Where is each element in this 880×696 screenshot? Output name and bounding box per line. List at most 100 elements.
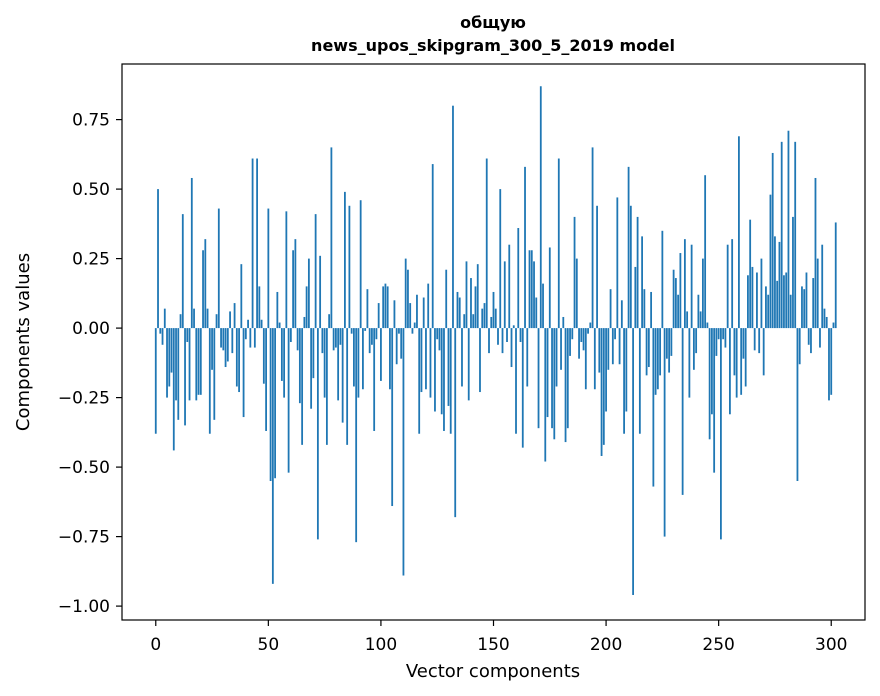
bar-267 bbox=[756, 272, 758, 329]
bar-146 bbox=[483, 303, 486, 329]
bar-11 bbox=[179, 314, 182, 329]
bar-74 bbox=[321, 328, 324, 354]
bar-126 bbox=[438, 328, 441, 351]
bar-111 bbox=[404, 258, 407, 329]
bar-69 bbox=[310, 328, 313, 409]
bar-179 bbox=[557, 158, 560, 329]
bar-122 bbox=[429, 328, 432, 398]
bar-137 bbox=[463, 314, 466, 329]
bar-183 bbox=[566, 328, 569, 429]
bar-25 bbox=[211, 328, 213, 370]
bar-120 bbox=[425, 328, 427, 390]
x-axis-ticks: 0 50 100 150 200 250 300 bbox=[150, 620, 847, 655]
bar-81 bbox=[337, 328, 340, 401]
bar-225 bbox=[661, 230, 664, 329]
bar-130 bbox=[447, 328, 450, 406]
bar-109 bbox=[400, 328, 403, 359]
bar-280 bbox=[785, 272, 788, 329]
bar-5 bbox=[166, 328, 168, 398]
bar-125 bbox=[436, 328, 439, 340]
bar-72 bbox=[316, 328, 319, 540]
bar-260 bbox=[740, 328, 743, 395]
bar-226 bbox=[663, 328, 666, 537]
bar-227 bbox=[665, 328, 668, 359]
bar-158 bbox=[510, 328, 513, 368]
bar-195 bbox=[593, 328, 596, 390]
bar-255 bbox=[729, 328, 731, 415]
bar-88 bbox=[353, 328, 355, 387]
bar-96 bbox=[371, 328, 373, 345]
bar-54 bbox=[276, 291, 279, 329]
bar-28 bbox=[217, 208, 220, 329]
bar-213 bbox=[634, 266, 637, 329]
bar-172 bbox=[542, 283, 544, 329]
bar-33 bbox=[229, 311, 231, 329]
plot-frame bbox=[121, 63, 866, 621]
bar-45 bbox=[256, 158, 258, 329]
bar-153 bbox=[499, 189, 502, 329]
bar-142 bbox=[474, 286, 477, 329]
bar-90 bbox=[357, 328, 360, 398]
bar-258 bbox=[735, 328, 738, 398]
bar-194 bbox=[591, 147, 594, 329]
bar-262 bbox=[744, 328, 747, 387]
bar-188 bbox=[578, 328, 580, 359]
bar-128 bbox=[443, 328, 445, 431]
bar-274 bbox=[771, 152, 774, 329]
x-axis-label: Vector components bbox=[406, 661, 580, 682]
bar-279 bbox=[783, 275, 785, 329]
bar-273 bbox=[769, 194, 772, 329]
bar-272 bbox=[767, 294, 770, 329]
bar-169 bbox=[535, 297, 538, 329]
bar-291 bbox=[810, 328, 812, 354]
bar-29 bbox=[220, 328, 222, 348]
bar-131 bbox=[449, 328, 452, 434]
bar-76 bbox=[325, 328, 328, 445]
bar-129 bbox=[445, 269, 448, 329]
bar-91 bbox=[359, 200, 362, 329]
bar-2 bbox=[159, 328, 162, 334]
bar-223 bbox=[656, 328, 659, 390]
bar-203 bbox=[611, 328, 614, 365]
y-tick-label: −0.50 bbox=[58, 458, 110, 478]
bar-22 bbox=[204, 239, 207, 329]
bar-245 bbox=[706, 322, 709, 329]
bar-190 bbox=[582, 328, 585, 351]
bar-254 bbox=[726, 244, 729, 329]
bar-239 bbox=[692, 328, 695, 370]
bar-177 bbox=[553, 328, 556, 440]
bar-117 bbox=[418, 328, 421, 434]
bar-83 bbox=[341, 328, 344, 423]
bar-185 bbox=[571, 328, 574, 340]
bar-82 bbox=[339, 328, 342, 345]
bar-187 bbox=[575, 258, 578, 329]
bar-240 bbox=[695, 328, 698, 354]
bar-284 bbox=[794, 141, 797, 329]
bar-210 bbox=[627, 166, 630, 329]
bar-132 bbox=[452, 105, 454, 329]
bar-189 bbox=[580, 328, 583, 342]
bar-184 bbox=[569, 328, 571, 356]
bar-290 bbox=[807, 328, 810, 345]
bar-27 bbox=[215, 314, 218, 329]
bar-79 bbox=[332, 328, 335, 351]
bar-217 bbox=[643, 289, 646, 329]
bar-271 bbox=[765, 286, 767, 329]
y-tick-label: 0.75 bbox=[72, 111, 110, 131]
bar-63 bbox=[296, 328, 299, 351]
bar-124 bbox=[434, 328, 436, 412]
bar-135 bbox=[458, 297, 461, 329]
bar-241 bbox=[697, 294, 700, 329]
bar-110 bbox=[402, 328, 405, 576]
bar-244 bbox=[704, 175, 707, 329]
bar-277 bbox=[778, 241, 781, 329]
bar-224 bbox=[659, 328, 662, 376]
bar-37 bbox=[238, 328, 240, 393]
bar-231 bbox=[674, 278, 677, 329]
bar-32 bbox=[226, 328, 229, 362]
bar-65 bbox=[301, 328, 304, 445]
bar-62 bbox=[294, 239, 297, 329]
bar-212 bbox=[632, 328, 634, 595]
bar-49 bbox=[265, 328, 267, 431]
